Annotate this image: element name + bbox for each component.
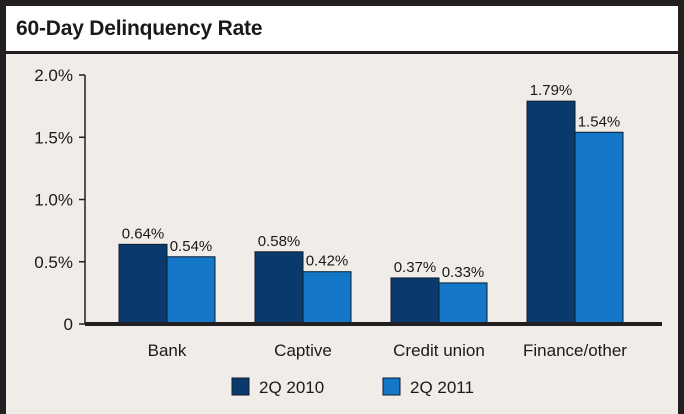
legend-label: 2Q 2010: [259, 378, 324, 397]
bar: [526, 100, 576, 325]
y-tick-label: 2.0%: [34, 66, 73, 85]
data-label: 1.79%: [530, 82, 573, 99]
y-tick-label: 1.0%: [34, 191, 73, 210]
y-tick-label: 0.5%: [34, 253, 73, 272]
x-tick-label: Captive: [274, 341, 332, 360]
data-label: 0.54%: [170, 238, 213, 255]
chart-title: 60-Day Delinquency Rate: [16, 17, 263, 40]
y-tick-label: 0: [64, 315, 73, 334]
data-label: 0.37%: [394, 259, 437, 276]
bar: [166, 256, 216, 325]
x-tick-label: Finance/other: [523, 341, 627, 360]
y-tick-label: 1.5%: [34, 128, 73, 147]
bar: [574, 131, 624, 325]
legend-swatch: [382, 377, 401, 396]
data-label: 0.58%: [258, 233, 301, 250]
data-label: 1.54%: [578, 113, 621, 130]
data-label: 0.33%: [442, 264, 485, 281]
x-tick-label: Bank: [148, 341, 187, 360]
bar: [254, 251, 304, 325]
data-label: 0.64%: [122, 225, 165, 242]
x-tick-label: Credit union: [393, 341, 485, 360]
bar: [302, 271, 352, 325]
bar: [390, 277, 440, 325]
legend-label: 2Q 2011: [410, 378, 474, 397]
title-bar: 60-Day Delinquency Rate: [6, 6, 678, 54]
bar: [438, 282, 488, 325]
data-label: 0.42%: [306, 253, 349, 270]
legend-swatch: [231, 377, 250, 396]
bar: [118, 243, 168, 325]
